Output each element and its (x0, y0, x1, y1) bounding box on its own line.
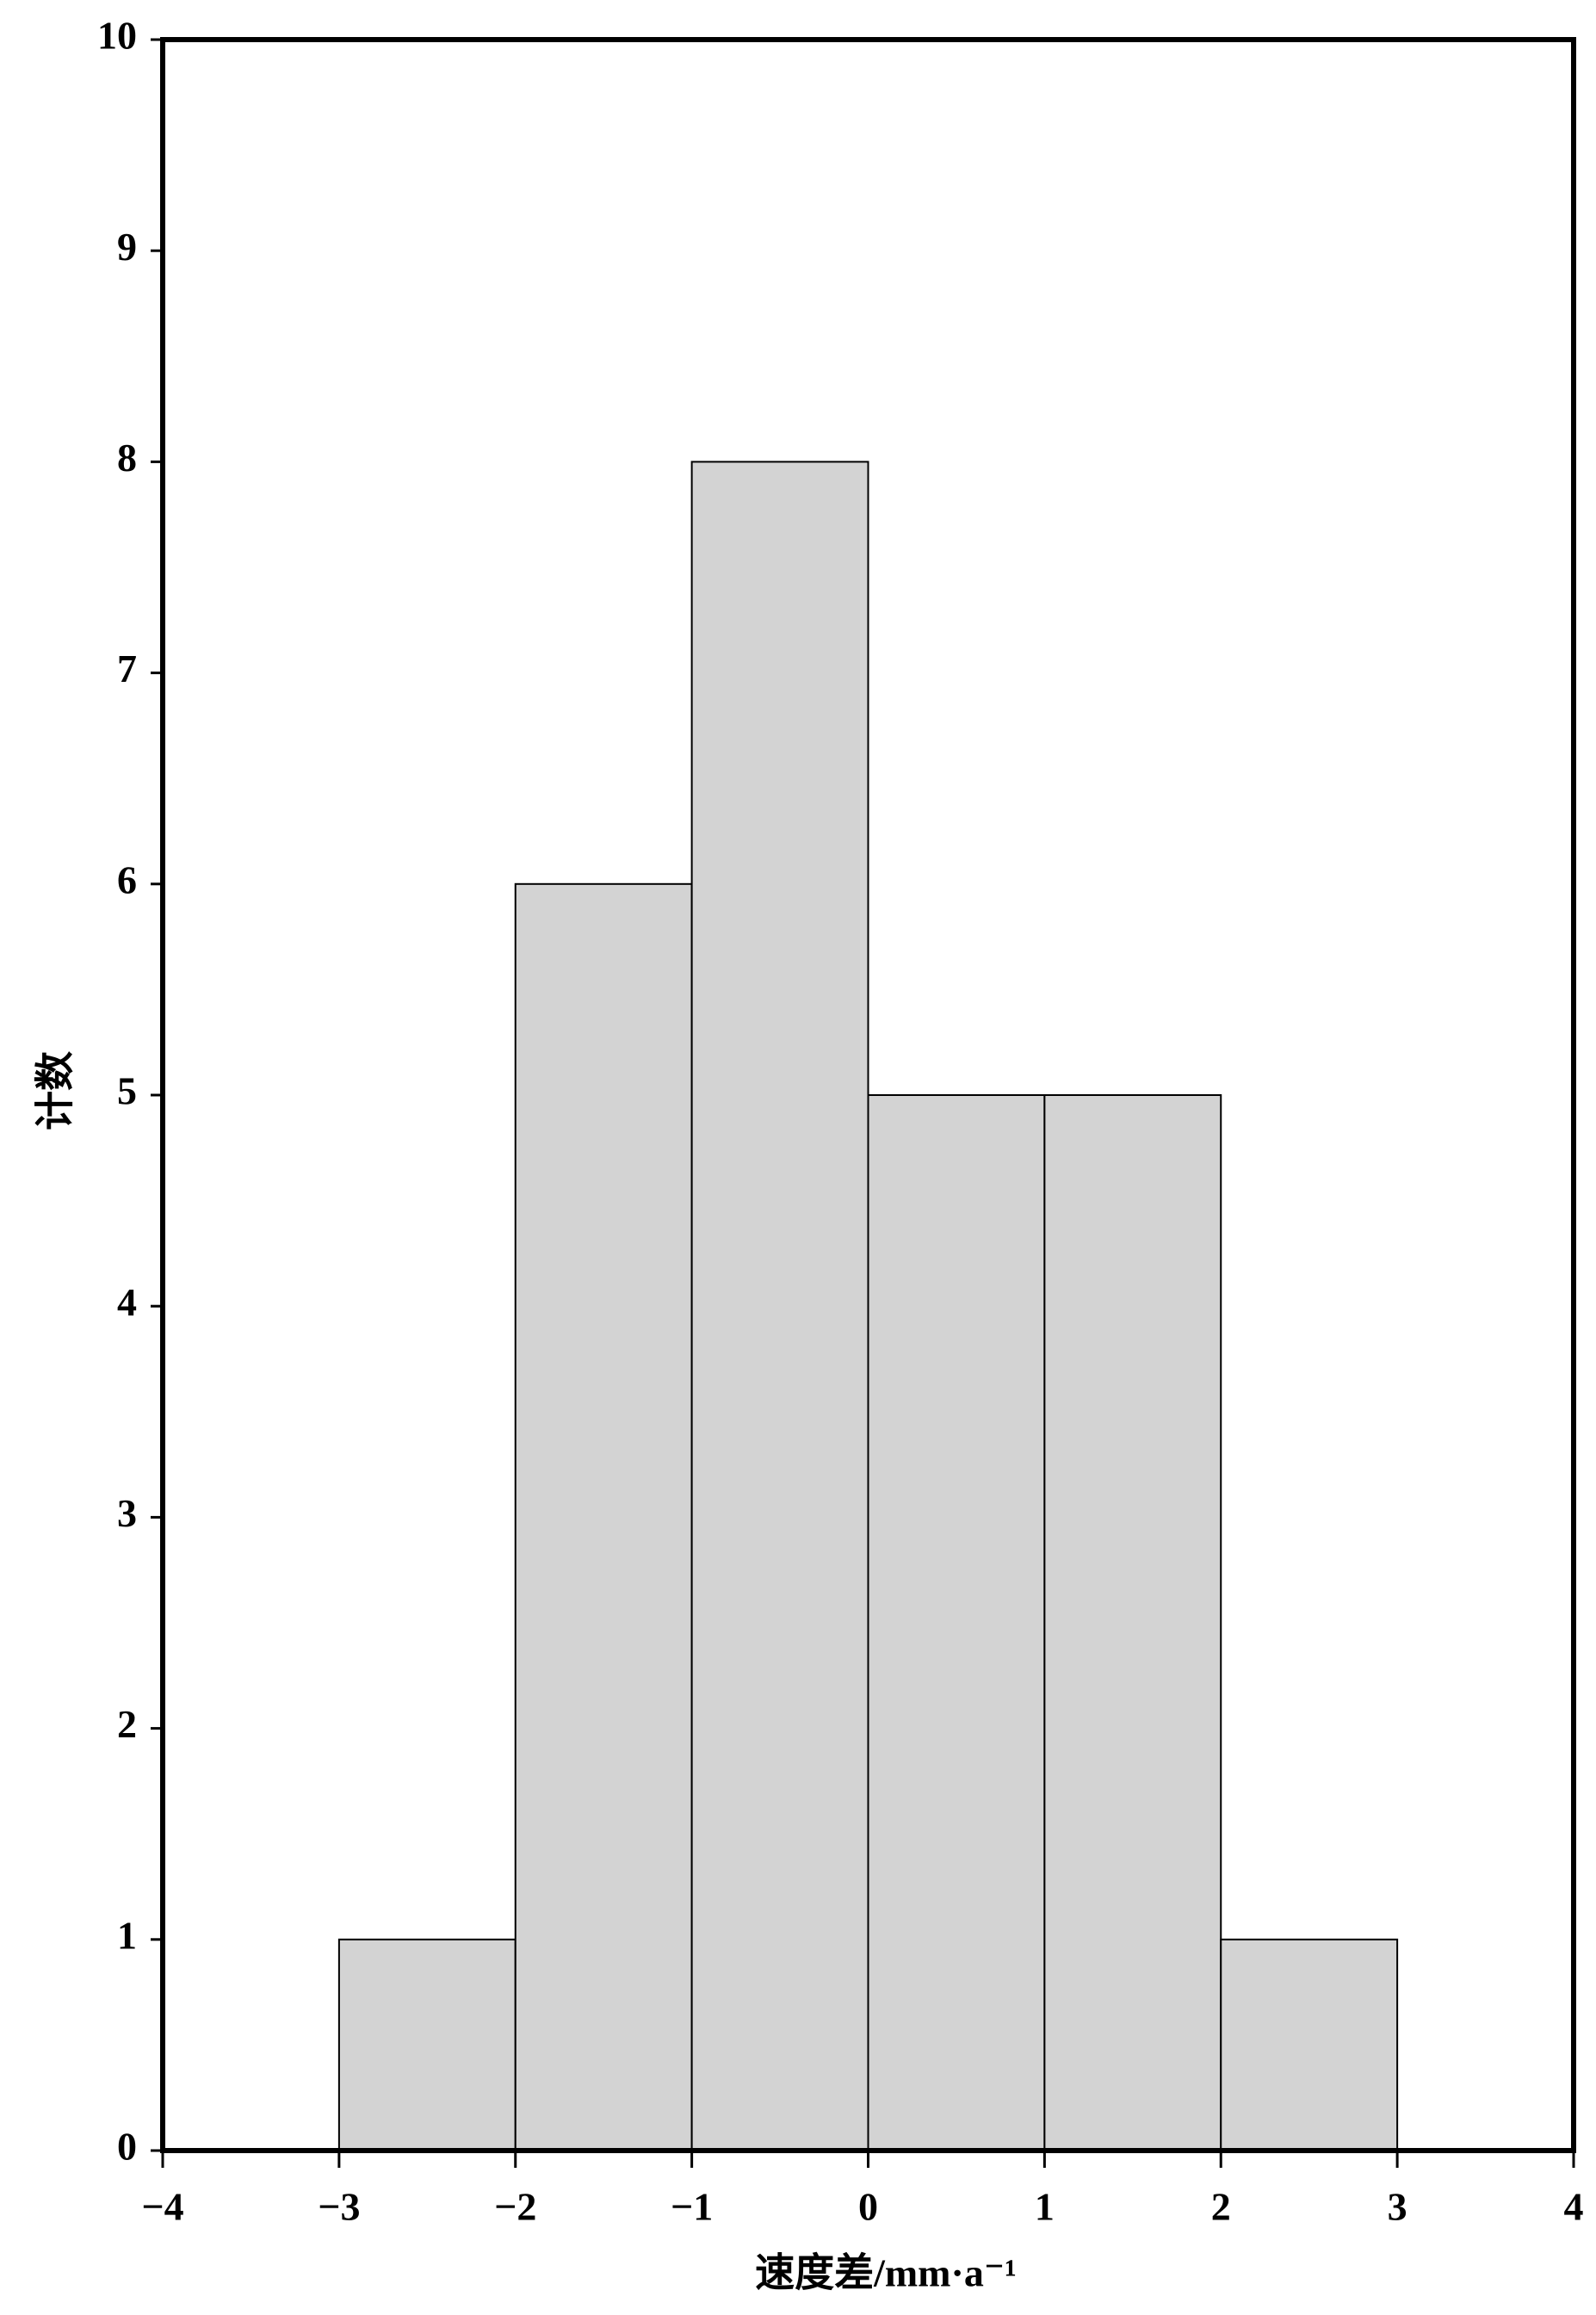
x-tick-label: 3 (1388, 2185, 1407, 2229)
y-tick-label: 2 (117, 1702, 137, 1746)
y-axis-label: 计数 (34, 1051, 77, 1130)
x-tick-label: −3 (318, 2185, 360, 2229)
x-tick-label: 0 (858, 2185, 878, 2229)
bar (514, 882, 693, 2151)
y-tick-label: 8 (117, 436, 137, 480)
y-tick-label: 0 (117, 2125, 137, 2169)
y-tick-label: 1 (117, 1913, 137, 1957)
x-tick-label: −2 (494, 2185, 536, 2229)
bar (1043, 1094, 1222, 2151)
y-tick-label: 10 (97, 14, 137, 58)
x-tick-label: −4 (141, 2185, 183, 2229)
bar (1220, 1938, 1399, 2152)
x-axis-label: 速度差/mm·a⁻¹ (755, 2251, 1017, 2295)
x-tick-label: 1 (1035, 2185, 1055, 2229)
y-tick-label: 9 (117, 225, 137, 269)
y-tick-label: 7 (117, 647, 137, 690)
x-tick-label: −1 (671, 2185, 713, 2229)
bar (337, 1938, 517, 2152)
y-tick-label: 6 (117, 857, 137, 901)
y-tick-label: 5 (117, 1069, 137, 1113)
bar (867, 1094, 1046, 2151)
x-tick-label: 2 (1211, 2185, 1231, 2229)
x-tick-label: 4 (1564, 2185, 1584, 2229)
y-tick-label: 4 (117, 1280, 137, 1324)
y-tick-label: 3 (117, 1491, 137, 1535)
bar (690, 461, 869, 2151)
